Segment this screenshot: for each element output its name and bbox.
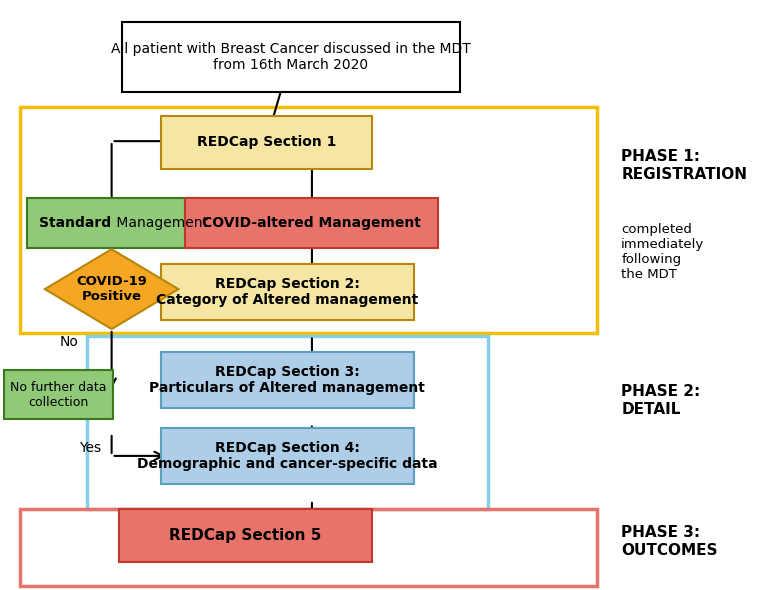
Polygon shape [45, 249, 178, 329]
Text: REDCap Section 3:
Particulars of Altered management: REDCap Section 3: Particulars of Altered… [149, 365, 425, 395]
FancyBboxPatch shape [119, 509, 372, 562]
FancyBboxPatch shape [27, 198, 196, 248]
Text: Standard: Standard [40, 216, 111, 230]
Text: REDCap Section 1: REDCap Section 1 [197, 135, 336, 149]
Text: REDCap Section 5: REDCap Section 5 [169, 528, 322, 543]
FancyBboxPatch shape [161, 352, 414, 408]
Text: completed
immediately
following
the MDT: completed immediately following the MDT [621, 224, 704, 281]
Text: Yes: Yes [79, 441, 101, 455]
Text: No further data
collection: No further data collection [11, 381, 107, 408]
Text: PHASE 1:
REGISTRATION: PHASE 1: REGISTRATION [621, 149, 748, 182]
Text: COVID-altered Management: COVID-altered Management [203, 216, 421, 230]
FancyBboxPatch shape [161, 428, 414, 484]
Text: All patient with Breast Cancer discussed in the MDT
from 16th March 2020: All patient with Breast Cancer discussed… [111, 42, 471, 72]
Text: PHASE 3:
OUTCOMES: PHASE 3: OUTCOMES [621, 525, 718, 558]
Text: No: No [60, 335, 79, 349]
Text: PHASE 2:
DETAIL: PHASE 2: DETAIL [621, 384, 700, 417]
FancyBboxPatch shape [122, 22, 459, 93]
Text: Management: Management [111, 216, 207, 230]
Text: COVID-19
Positive: COVID-19 Positive [76, 275, 147, 303]
FancyBboxPatch shape [185, 198, 438, 248]
FancyBboxPatch shape [161, 264, 414, 320]
Text: REDCap Section 4:
Demographic and cancer-specific data: REDCap Section 4: Demographic and cancer… [137, 441, 437, 471]
Text: REDCap Section 2:
Category of Altered management: REDCap Section 2: Category of Altered ma… [156, 277, 418, 307]
FancyBboxPatch shape [4, 369, 113, 419]
FancyBboxPatch shape [161, 116, 372, 169]
